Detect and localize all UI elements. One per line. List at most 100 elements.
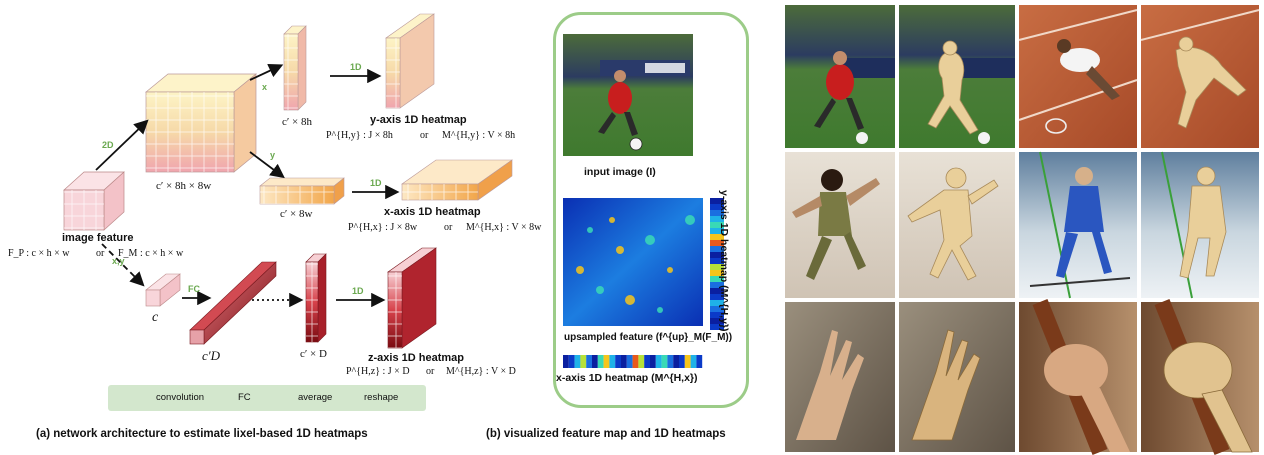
x-strip-cell bbox=[650, 355, 656, 368]
feature-volume-8h8w bbox=[145, 73, 257, 173]
arrow-x bbox=[249, 64, 284, 81]
result-ski-input bbox=[1019, 151, 1137, 299]
x-heatmap-m: M^{H,x} : V × 8w bbox=[466, 222, 542, 233]
y-strip-cell bbox=[710, 258, 724, 264]
arrow-2d-label: 2D bbox=[102, 140, 114, 150]
upsampled-feature-map bbox=[563, 198, 703, 326]
feature-spot bbox=[685, 215, 695, 225]
result-soccer-input bbox=[785, 5, 895, 148]
z-heatmap-title: z-axis 1D heatmap bbox=[368, 352, 464, 364]
arrow-y-label: y bbox=[270, 150, 276, 160]
y-branch-dim: c′ × 8h bbox=[282, 116, 312, 128]
feature-spot bbox=[587, 227, 593, 233]
z-heatmap-p: P^{H,z} : J × D bbox=[346, 366, 410, 377]
y-heatmap-volume bbox=[385, 13, 435, 109]
x-strip-cell bbox=[568, 355, 575, 368]
arrow-y bbox=[249, 151, 285, 179]
arrow-fc-label: FC bbox=[188, 284, 200, 294]
result-tennis-mesh bbox=[1140, 5, 1260, 148]
x-strip-cell bbox=[580, 355, 587, 368]
x-branch-volume bbox=[259, 177, 345, 205]
y-strip-cell bbox=[710, 240, 724, 246]
y-strip-cell bbox=[710, 276, 724, 282]
caption-a: (a) network architecture to estimate lix… bbox=[36, 428, 368, 440]
x-strip-cell bbox=[563, 355, 569, 368]
arrow-1d-x-label: 1D bbox=[370, 178, 382, 188]
arrow-x-label: x bbox=[262, 82, 268, 92]
upsampled-feature-label: upsampled feature (f^{up}_M(F_M)) bbox=[564, 332, 733, 343]
result-grip-mesh bbox=[1141, 299, 1259, 455]
result-jump-mesh bbox=[899, 152, 1015, 298]
feature-spot bbox=[625, 295, 635, 305]
x-strip-cell bbox=[684, 355, 691, 368]
result-hand-input bbox=[785, 302, 895, 452]
x-strip-cell bbox=[673, 355, 679, 368]
result-ski-mesh bbox=[1141, 151, 1259, 299]
feature-spot bbox=[667, 267, 673, 273]
y-strip-cell bbox=[710, 252, 724, 258]
panel-b-frame bbox=[553, 12, 749, 408]
z-heatmap-m: M^{H,z} : V × D bbox=[446, 366, 516, 377]
feature-spot bbox=[576, 266, 584, 274]
arrow-1d-y-label: 1D bbox=[350, 62, 362, 72]
input-image bbox=[563, 34, 693, 156]
z-heatmap-or: or bbox=[426, 366, 435, 377]
y-strip-cell bbox=[710, 264, 724, 270]
c-vector bbox=[145, 273, 181, 307]
legend-average: average bbox=[298, 392, 333, 403]
image-feature-volume bbox=[63, 171, 125, 231]
feature-spot bbox=[616, 246, 624, 254]
z-heatmap-volume bbox=[387, 247, 437, 349]
x-heatmap-p: P^{H,x} : J × 8w bbox=[348, 222, 418, 233]
y-strip-cell bbox=[710, 312, 724, 318]
cD-label: c′D bbox=[202, 348, 221, 363]
arrow-2d bbox=[95, 119, 149, 171]
y-strip-cell bbox=[710, 318, 724, 324]
legend-fc: FC bbox=[238, 392, 251, 403]
image-feature-or: or bbox=[96, 248, 105, 259]
feature-spot bbox=[596, 286, 604, 294]
x-strip-cell bbox=[592, 355, 598, 368]
y-strip-cell bbox=[710, 294, 724, 300]
x-heatmap-strip-label: x-axis 1D heatmap (M^{H,x}) bbox=[556, 372, 698, 384]
result-jump-input bbox=[785, 152, 895, 298]
y-strip-cell bbox=[710, 204, 724, 210]
x-strip-cell bbox=[690, 355, 697, 368]
result-grid bbox=[785, 5, 1260, 455]
y-heatmap-title: y-axis 1D heatmap bbox=[370, 114, 467, 126]
x-strip-cell bbox=[679, 355, 685, 368]
x-strip-cell bbox=[626, 355, 633, 368]
x-heatmap-strip bbox=[563, 355, 703, 368]
feature-spot bbox=[657, 307, 663, 313]
x-heatmap-or: or bbox=[444, 222, 453, 233]
result-grip-input bbox=[1019, 299, 1137, 455]
cD-vector bbox=[189, 261, 277, 345]
y-strip-cell bbox=[710, 234, 724, 240]
arrow-1d-z-label: 1D bbox=[352, 286, 364, 296]
x-strip-cell bbox=[586, 355, 592, 368]
big-volume-dim: c′ × 8h × 8w bbox=[156, 180, 212, 192]
y-heatmap-p: P^{H,y} : J × 8h bbox=[326, 130, 393, 141]
x-strip-cell bbox=[574, 355, 581, 368]
y-heatmap-m: M^{H,y} : V × 8h bbox=[442, 130, 516, 141]
y-strip-cell bbox=[710, 324, 724, 330]
cxD-volume bbox=[305, 253, 327, 343]
y-strip-cell bbox=[710, 288, 724, 294]
x-strip-cell bbox=[597, 355, 604, 368]
x-strip-cell bbox=[655, 355, 662, 368]
x-strip-cell bbox=[609, 355, 616, 368]
x-branch-dim: c′ × 8w bbox=[280, 208, 313, 220]
y-strip-cell bbox=[710, 198, 724, 204]
caption-b: (b) visualized feature map and 1D heatma… bbox=[486, 428, 726, 440]
result-tennis-input bbox=[1018, 5, 1138, 148]
legend: convolution FC average reshape bbox=[108, 385, 426, 411]
x-strip-cell bbox=[661, 355, 668, 368]
y-branch-volume bbox=[283, 25, 307, 111]
y-strip-cell bbox=[710, 228, 724, 234]
y-strip-cell bbox=[710, 300, 724, 306]
legend-convolution: convolution bbox=[156, 392, 205, 403]
y-strip-cell bbox=[710, 282, 724, 288]
y-strip-cell bbox=[710, 222, 724, 228]
y-strip-cell bbox=[710, 306, 724, 312]
x-strip-cell bbox=[603, 355, 610, 368]
